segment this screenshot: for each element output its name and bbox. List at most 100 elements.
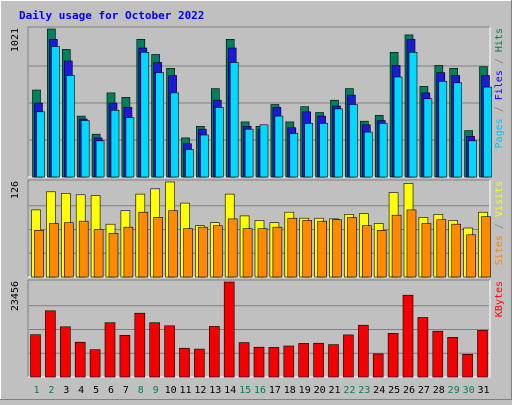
bar-sites-day-29 [451,223,462,278]
panel-kbytes-bevel-dark [27,279,490,377]
bar-pages-day-26 [408,51,418,178]
x-label-day-14: 14 [224,385,236,396]
panel-hits-legend: Pages / Files / Hits [494,28,505,148]
x-label-day-23: 23 [358,385,370,396]
bar-sites-day-8 [138,211,149,278]
bar-kbytes-day-15 [238,342,250,378]
bar-pages-day-27 [423,98,433,178]
bar-pages-day-29 [453,82,463,178]
bar-sites-day-30 [466,234,476,278]
bar-sites-day-12 [198,226,208,278]
bar-kbytes-day-31 [477,330,488,378]
bar-pages-day-6 [110,110,120,178]
bar-sites-day-3 [64,222,74,278]
bar-kbytes-day-29 [447,336,459,378]
bar-kbytes-day-27 [417,317,429,378]
x-label-day-15: 15 [239,385,251,396]
x-label-day-7: 7 [123,385,129,396]
bar-sites-day-20 [317,220,327,278]
bar-kbytes-day-5 [89,349,101,378]
bar-sites-day-2 [49,223,59,278]
bar-pages-day-11 [185,149,194,178]
bar-kbytes-day-4 [74,341,86,378]
bar-kbytes-day-6 [104,322,116,378]
chart-panels: 1021 Pages / Files / Hits 126 Sites / Visit… [10,26,505,378]
x-label-day-21: 21 [328,385,340,396]
x-label-day-26: 26 [403,385,415,396]
bar-kbytes-day-18 [283,345,295,378]
bar-kbytes-day-7 [119,334,131,378]
bar-sites-day-10 [168,210,178,278]
bar-sites-day-21 [332,219,342,278]
x-label-day-4: 4 [78,385,84,396]
legend-entry: KBytes [494,281,505,317]
x-label-day-13: 13 [209,385,221,396]
x-label-day-29: 29 [448,385,460,396]
panel-kbytes-ymax-label: 23456 [10,281,21,311]
bar-pages-day-13 [215,107,224,178]
bar-pages-day-5 [95,140,105,178]
bar-pages-day-7 [125,117,135,178]
bar-sites-day-31 [481,216,491,278]
bar-kbytes-day-16 [253,346,265,378]
bar-pages-day-14 [229,62,239,178]
chart-title: Daily usage for October 2022 [19,9,204,22]
x-label-day-5: 5 [93,385,99,396]
panel-hits-ymax-label: 1021 [10,28,21,52]
bar-pages-day-9 [155,72,164,178]
x-label-day-2: 2 [48,385,54,396]
bar-pages-day-25 [393,76,403,178]
x-label-day-20: 20 [314,385,326,396]
bar-pages-day-16 [259,124,269,178]
x-label-day-28: 28 [433,385,445,396]
bar-pages-day-3 [66,75,75,178]
x-label-day-25: 25 [388,385,400,396]
bar-sites-day-19 [302,220,313,278]
x-label-day-31: 31 [477,385,489,396]
bar-kbytes-day-23 [357,324,369,378]
bar-sites-day-5 [93,229,104,278]
bar-kbytes-day-21 [328,344,339,378]
bar-sites-day-1 [34,230,44,278]
legend-entry: / [494,52,505,70]
panel-hits: 1021 Pages / Files / Hits [10,26,505,178]
bar-kbytes-day-12 [194,348,205,378]
panel-hits-bevel-dark [27,26,490,177]
legend-entry: Hits [494,28,505,52]
bar-kbytes-day-11 [179,347,190,378]
bar-pages-day-17 [274,115,284,178]
bar-sites-day-23 [361,225,372,278]
bar-pages-day-18 [289,133,299,178]
panel-visits-bevel-dark [27,179,490,277]
bar-kbytes-day-10 [164,325,175,378]
bar-sites-day-22 [347,217,357,278]
bar-sites-day-26 [406,209,417,278]
bar-sites-day-4 [78,220,89,278]
x-label-day-17: 17 [269,385,281,396]
x-label-day-8: 8 [138,385,144,396]
bar-kbytes-day-26 [402,294,414,378]
bar-pages-day-4 [80,120,90,178]
bar-kbytes-day-17 [268,347,280,378]
panel-visits-legend: Sites / Visits [494,181,505,265]
bar-kbytes-day-9 [149,322,160,378]
x-axis-day-labels: 1 2 3 4 5 6 7 8 9 10 11 12 13 14 15 16 17 18 19 20 21 22 23 24 2… [33,385,489,396]
bar-pages-day-22 [349,104,358,178]
bar-sites-day-9 [153,217,163,278]
legend-entry: Pages [494,118,505,148]
bar-sites-day-11 [183,228,193,278]
bar-pages-day-24 [378,123,388,178]
x-label-day-24: 24 [373,385,385,396]
x-label-day-27: 27 [418,385,430,396]
bar-pages-day-20 [319,123,328,178]
bar-sites-day-13 [213,225,223,278]
bar-kbytes-day-13 [209,326,220,378]
x-label-day-11: 11 [179,385,191,396]
bar-kbytes-day-3 [59,326,71,378]
x-label-day-16: 16 [254,385,266,396]
bar-pages-day-31 [483,86,492,178]
bar-pages-day-1 [36,111,45,178]
bar-kbytes-day-2 [45,310,56,378]
panel-visits-ymax-label: 126 [10,181,21,199]
